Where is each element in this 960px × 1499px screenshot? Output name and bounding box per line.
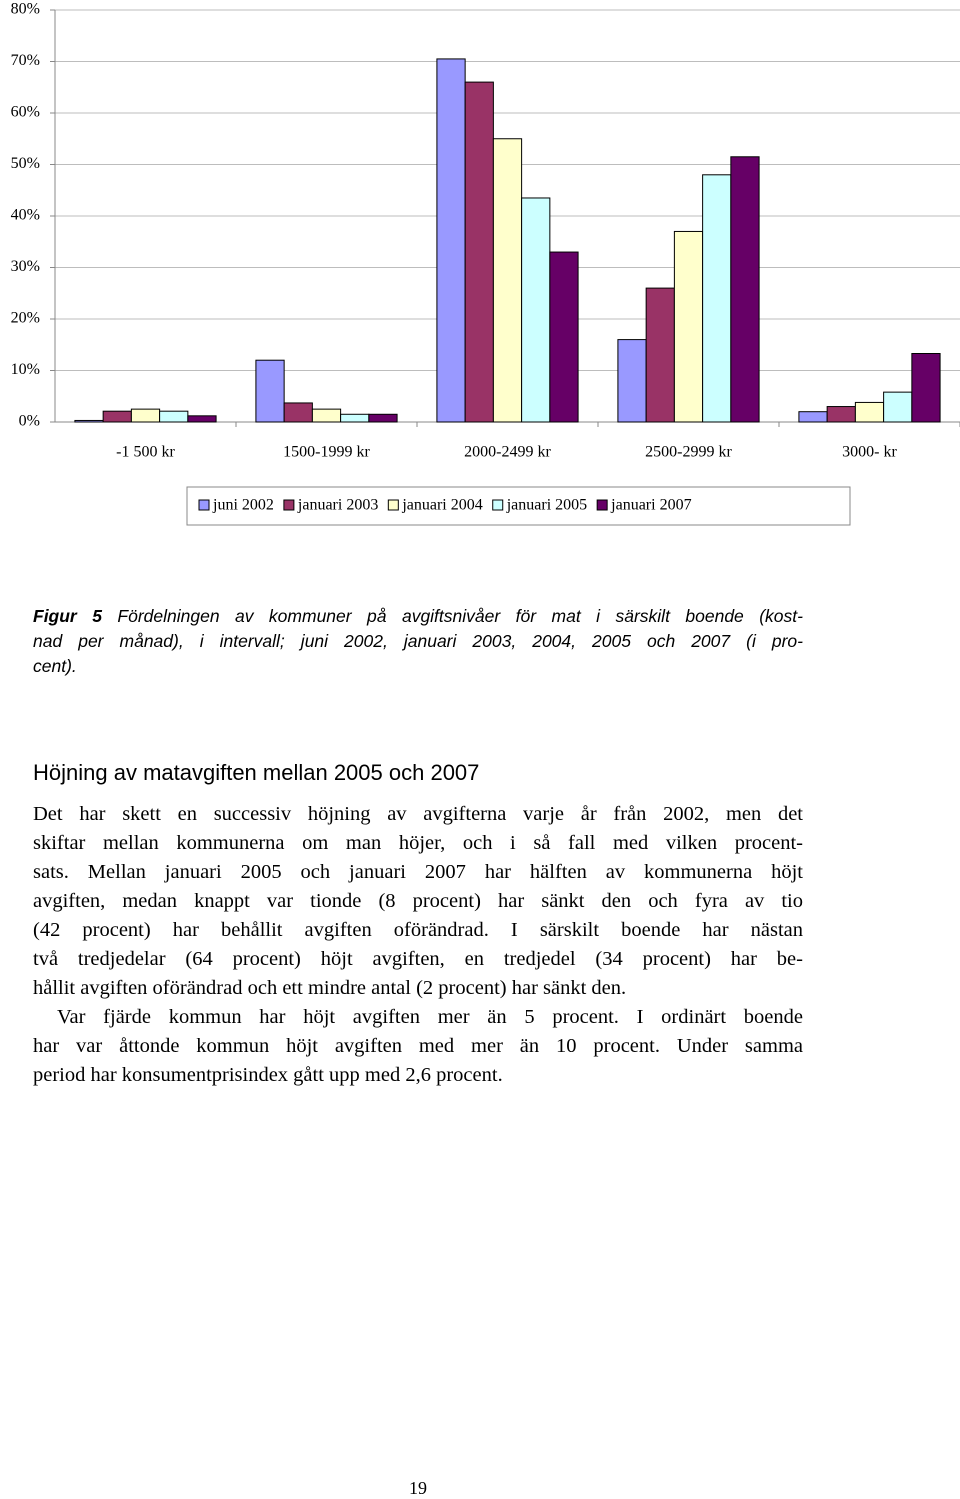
legend-label: januari 2007	[610, 497, 691, 514]
y-tick-label: 60%	[11, 104, 40, 121]
paragraph: Var fjärde kommun har höjt avgiften mer …	[33, 1003, 803, 1090]
bar	[911, 353, 941, 423]
caption-line: nad per månad), i intervall; juni 2002, …	[33, 629, 803, 654]
caption-line: cent).	[33, 654, 803, 679]
x-tick-label: 2500-2999 kr	[645, 444, 732, 461]
bar	[464, 81, 494, 423]
x-tick-label: 2000-2499 kr	[464, 444, 551, 461]
figure-caption: Figur 5 Fördelningen av kommuner på avgi…	[33, 604, 803, 679]
bar	[283, 402, 313, 423]
legend-swatch	[387, 499, 399, 511]
section-heading: Höjning av matavgiften mellan 2005 och 2…	[33, 760, 480, 785]
legend-swatch	[492, 499, 504, 511]
bar	[159, 410, 189, 423]
y-tick-label: 50%	[11, 155, 40, 172]
y-tick-label: 10%	[11, 361, 40, 378]
bar	[130, 408, 161, 423]
caption-text: nad per månad), i intervall; juni 2002, …	[33, 631, 803, 651]
bar	[368, 413, 398, 423]
page-number: 19	[409, 1478, 427, 1498]
text-line: (42 procent) har behållit avgiften oförä…	[33, 919, 803, 941]
bar	[436, 58, 466, 423]
legend: juni 2002 januari 2003 januari 2004 januari…	[186, 486, 851, 526]
y-tick-label: 0%	[19, 413, 40, 430]
caption-label: Figur 5	[33, 606, 102, 626]
legend-box	[186, 486, 851, 526]
text-line: period har konsumentprisindex gått upp m…	[33, 1064, 503, 1086]
text-line: Det har skett en successiv höjning av av…	[33, 803, 803, 825]
bar	[730, 156, 760, 423]
y-tick-label: 80%	[11, 1, 40, 18]
bar	[492, 138, 523, 423]
bar	[102, 410, 132, 423]
text-line: skiftar mellan kommunerna om man höjer, …	[33, 832, 803, 854]
y-tick-label: 70%	[11, 52, 40, 69]
chart: 0% 10% 20% 30% 40% 50% 60% 70% 80% -1 500 kr 1500-…	[11, 1, 960, 526]
legend-label: januari 2003	[297, 497, 378, 514]
bar	[255, 359, 285, 423]
bar	[883, 391, 913, 423]
bar	[74, 419, 104, 423]
caption-line: Figur 5 Fördelningen av kommuner på avgi…	[33, 604, 803, 629]
x-tick-label: -1 500 kr	[116, 444, 175, 461]
x-tick-label: 1500-1999 kr	[283, 444, 370, 461]
text-line: två tredjedelar (64 procent) höjt avgift…	[33, 948, 803, 970]
bar	[798, 411, 828, 423]
text-line: har var åttonde kommun höjt avgiften med…	[33, 1035, 803, 1057]
bar	[617, 339, 647, 423]
legend-label: januari 2005	[506, 497, 587, 514]
bar	[854, 401, 885, 423]
text-line: sats. Mellan januari 2005 och januari 20…	[33, 861, 803, 883]
x-tick-label: 3000- kr	[842, 444, 897, 461]
y-tick-label: 40%	[11, 207, 40, 224]
text-line: avgiften, medan knappt var tionde (8 pro…	[33, 890, 803, 912]
bar	[645, 287, 675, 423]
legend-swatch	[596, 499, 608, 511]
legend-swatch	[198, 499, 210, 511]
bar	[673, 230, 704, 423]
legend-swatch	[283, 499, 295, 511]
bar	[521, 197, 551, 423]
y-tick-label: 20%	[11, 310, 40, 327]
bar	[340, 413, 370, 423]
caption-text: cent).	[33, 656, 77, 676]
bar	[187, 415, 217, 423]
paragraph: Det har skett en successiv höjning av av…	[33, 800, 803, 1003]
bar	[549, 251, 579, 423]
bar	[702, 174, 732, 423]
y-tick-label: 30%	[11, 258, 40, 275]
bar	[826, 406, 856, 423]
legend-label: juni 2002	[212, 497, 274, 514]
text-line: Var fjärde kommun har höjt avgiften mer …	[57, 1006, 803, 1028]
body-text: Det har skett en successiv höjning av av…	[33, 800, 803, 1090]
bar	[311, 408, 342, 423]
legend-label: januari 2004	[401, 497, 482, 514]
caption-text: Fördelningen av kommuner på avgiftsnivåe…	[117, 606, 803, 626]
text-line: hållit avgiften oförändrad och ett mindr…	[33, 977, 627, 999]
